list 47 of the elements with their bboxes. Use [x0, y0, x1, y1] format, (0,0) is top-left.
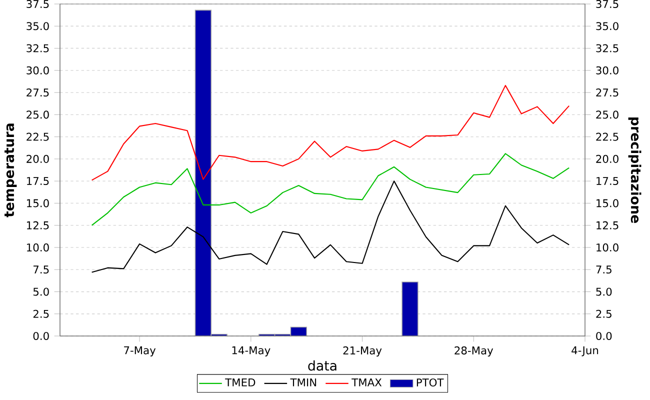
y-axis-title: temperatura	[4, 124, 17, 218]
x-tick-label: 28-May	[454, 346, 494, 357]
y2-axis-title: precipitazione	[628, 118, 642, 223]
y2-tick-label: 27.5	[596, 88, 618, 97]
y-tick-label: 20.0	[26, 154, 49, 163]
x-tick-label: 21-May	[343, 346, 382, 357]
y2-tick-label: 22.5	[596, 132, 618, 141]
line-series	[91, 84, 570, 181]
y-tick-label: 2.5	[33, 310, 49, 318]
y2-tick-label: 37.5	[596, 0, 618, 8]
y2-tick-label: 35.0	[596, 22, 618, 30]
y2-tick-label: 15.0	[596, 199, 618, 208]
y2-tick-label: 2.5	[596, 310, 612, 318]
y2-tick-label: 20.0	[596, 154, 618, 163]
y-tick-label: 5.0	[33, 288, 49, 296]
y-tick-label: 27.5	[26, 88, 49, 97]
x-tick-label: 7-May	[124, 346, 156, 356]
y2-tick-label: 32.5	[596, 44, 618, 52]
y-tick-label: 32.5	[26, 44, 49, 52]
y-tick-label: 35.0	[26, 22, 49, 30]
x-tick-label: 14-May	[232, 346, 270, 356]
y2-tick-label: 25.0	[596, 110, 618, 119]
y-tick-label: 25.0	[26, 110, 49, 119]
y-tick-label: 15.0	[27, 199, 49, 208]
y2-tick-label: 10.0	[596, 243, 618, 252]
y-tick-label: 12.5	[27, 221, 49, 230]
y-tick-label: 17.5	[27, 177, 49, 186]
legend-label: TMIN	[290, 378, 316, 386]
y2-tick-label: 17.5	[596, 177, 618, 186]
legend-label: PTOT	[416, 378, 444, 387]
y-tick-label: 22.5	[26, 132, 49, 141]
bar	[402, 282, 418, 336]
y-tick-label: 37.5	[26, 0, 49, 8]
y2-tick-label: 30.0	[596, 66, 618, 74]
legend-label: TMED	[225, 378, 256, 386]
legend-label: TMAX	[352, 378, 382, 386]
y-tick-label: 30.0	[26, 66, 49, 74]
line-series	[91, 180, 570, 273]
x-tick-label: 4-Jun	[572, 346, 598, 356]
y2-tick-label: 7.5	[596, 266, 612, 274]
y2-tick-label: 12.5	[596, 221, 618, 230]
y2-tick-label: 5.0	[596, 288, 612, 296]
y-tick-label: 10.0	[27, 243, 49, 252]
y-tick-label: 0.0	[33, 332, 49, 340]
y-tick-label: 7.5	[34, 266, 49, 274]
y2-tick-label: 0.0	[596, 332, 612, 340]
x-axis-title: data	[308, 360, 336, 371]
